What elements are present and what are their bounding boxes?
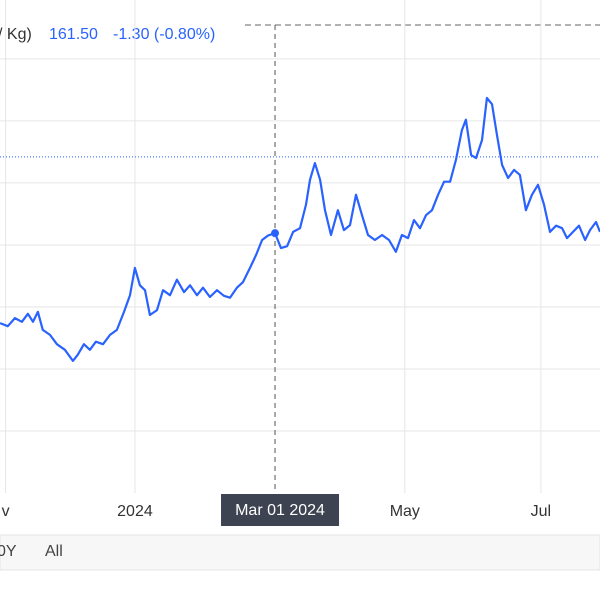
range-bar [0,534,600,571]
last-price: 161.50 [49,26,98,43]
unit-text: / Kg) [0,26,32,43]
x-tick-label: Jul [531,503,551,520]
x-tick-label: 2024 [117,503,153,520]
change-text: -1.30 (-0.80%) [113,26,215,43]
x-tick-label: May [390,503,420,520]
x-tick-label: v [2,503,10,520]
range-button[interactable]: 0Y [0,543,17,560]
range-button[interactable]: All [45,543,63,560]
crosshair-label-bg [221,494,340,526]
crosshair-label: Mar 01 2024 [235,502,325,519]
crosshair-dot [271,229,280,238]
price-line-series [0,96,600,362]
